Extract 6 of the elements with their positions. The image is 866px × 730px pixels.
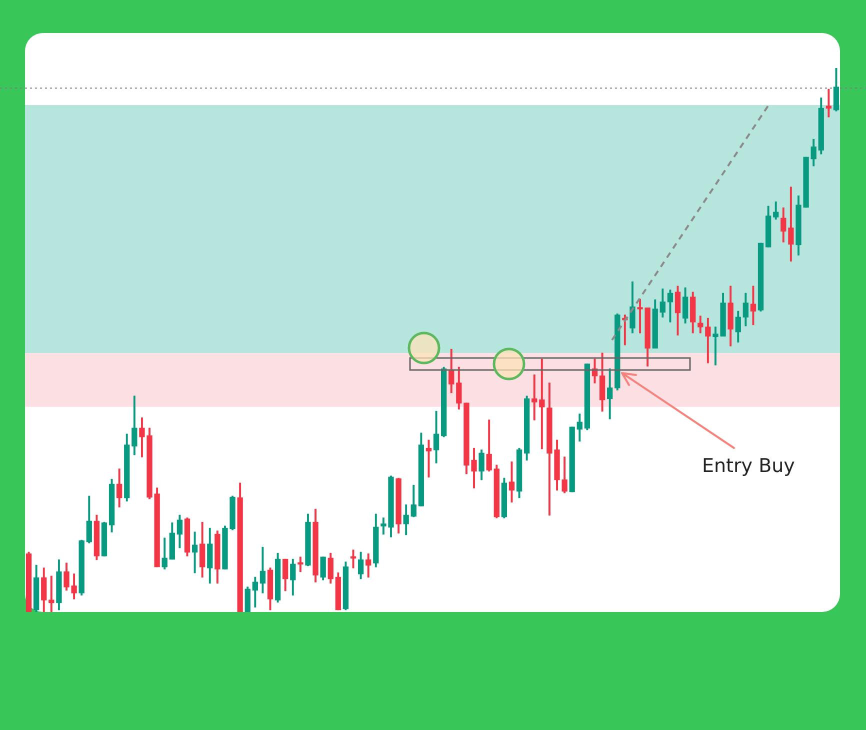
annotation: Entry Buy: [702, 455, 795, 477]
candlestick: [298, 556, 304, 572]
candlestick: [48, 576, 54, 612]
candlestick: [426, 440, 432, 478]
candlestick: [532, 374, 538, 420]
candlestick: [539, 358, 545, 450]
